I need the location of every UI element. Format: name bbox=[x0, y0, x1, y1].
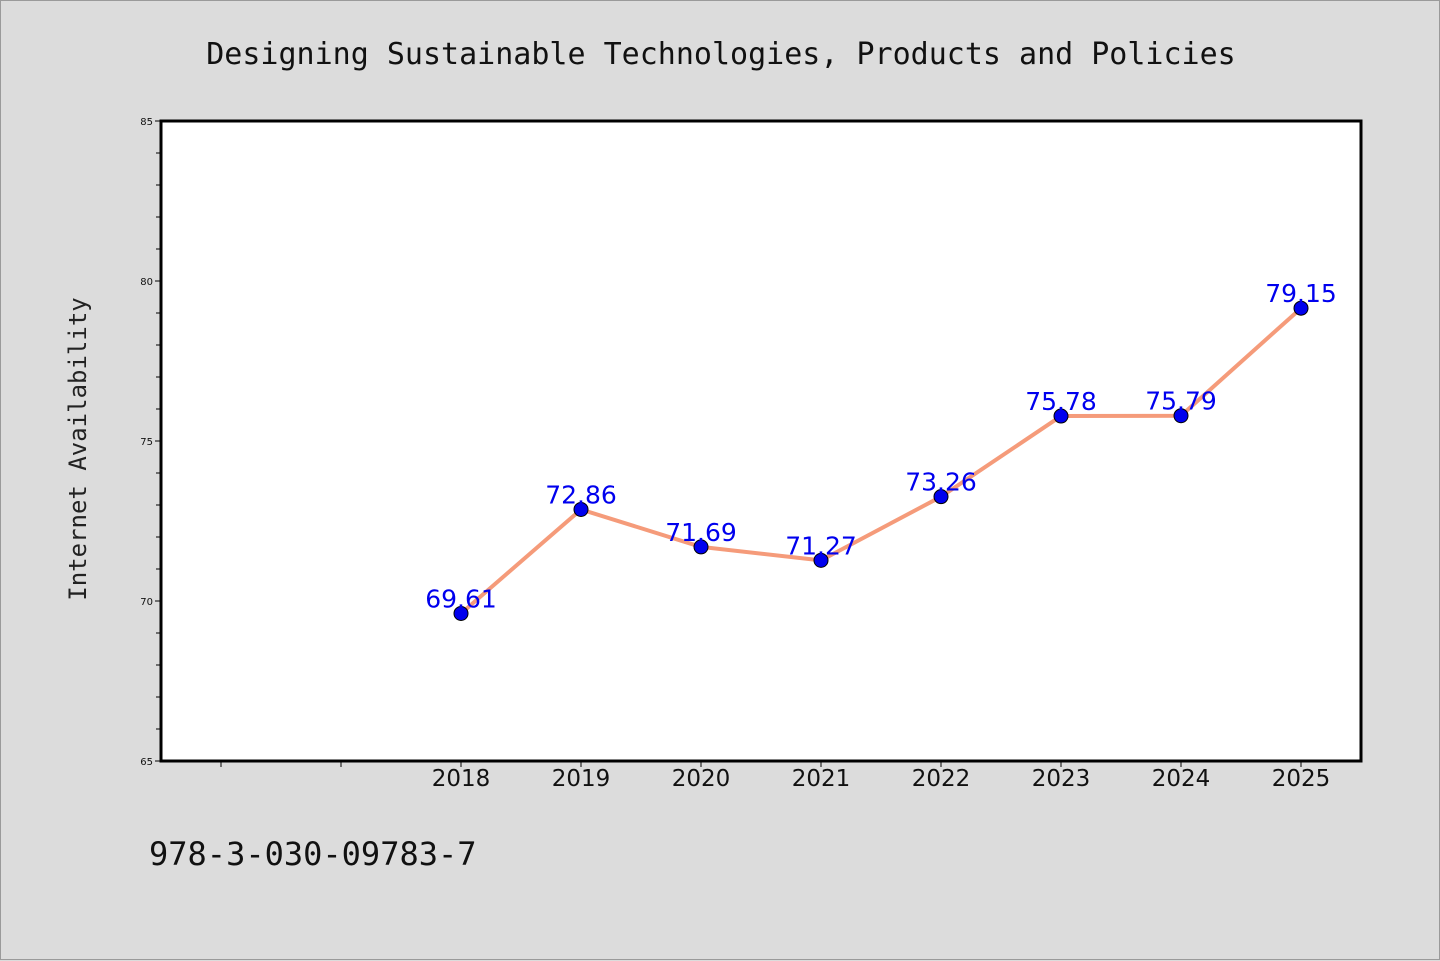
data-point-marker bbox=[1173, 408, 1189, 424]
x-axis-ticks: 2018 2019 2020 2021 2022 2023 2024 2025 bbox=[220, 761, 1331, 792]
x-tick-label: 2020 bbox=[672, 766, 731, 792]
marker-layer bbox=[453, 300, 1309, 621]
y-tick-label: 80 bbox=[140, 277, 153, 288]
y-axis-ticks: 65 70 75 80 85 bbox=[140, 117, 161, 768]
footer-isbn: 978-3-030-09783-7 bbox=[149, 835, 477, 873]
x-tick-label: 2024 bbox=[1152, 766, 1211, 792]
y-tick-label: 70 bbox=[140, 597, 153, 608]
y-tick-label: 75 bbox=[140, 437, 153, 448]
x-tick-label: 2019 bbox=[552, 766, 611, 792]
data-label-layer: 69.61 72.86 71.69 71.27 73.26 75.78 75.79 79.15 bbox=[425, 279, 1337, 613]
x-tick-label: 2025 bbox=[1272, 766, 1331, 792]
x-tick-label: 2021 bbox=[792, 766, 851, 792]
data-label: 73.26 bbox=[905, 468, 977, 497]
y-axis-label: Internet Availability bbox=[64, 297, 92, 600]
plot-area bbox=[161, 121, 1361, 761]
series-line bbox=[459, 306, 1303, 616]
data-point-marker bbox=[813, 552, 829, 568]
data-point-marker bbox=[1293, 300, 1309, 316]
y-tick-label: 85 bbox=[140, 117, 153, 128]
data-point-marker bbox=[573, 501, 589, 517]
y-tick-label: 65 bbox=[140, 757, 153, 768]
series-line-layer bbox=[459, 306, 1303, 616]
chart-title: Designing Sustainable Technologies, Prod… bbox=[206, 37, 1236, 72]
data-label: 72.86 bbox=[545, 480, 617, 509]
x-tick-label: 2018 bbox=[432, 766, 491, 792]
data-label: 75.78 bbox=[1025, 387, 1097, 416]
data-point-marker bbox=[933, 489, 949, 505]
data-label: 71.27 bbox=[785, 531, 857, 560]
data-label: 79.15 bbox=[1265, 279, 1337, 308]
plot-frame bbox=[159, 119, 1363, 763]
data-label: 71.69 bbox=[665, 518, 737, 547]
data-point-marker bbox=[1053, 408, 1069, 424]
x-tick-label: 2023 bbox=[1032, 766, 1091, 792]
data-point-marker bbox=[693, 539, 709, 555]
data-label: 69.61 bbox=[425, 584, 497, 613]
data-point-marker bbox=[453, 605, 469, 621]
data-label: 75.79 bbox=[1145, 387, 1217, 416]
x-tick-label: 2022 bbox=[912, 766, 971, 792]
